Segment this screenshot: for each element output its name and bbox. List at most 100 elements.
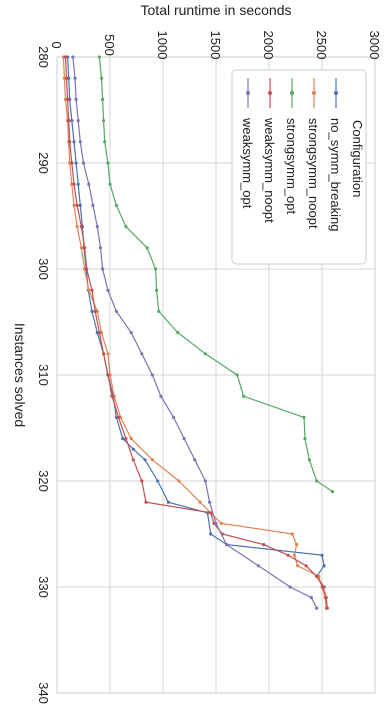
data-point [90,309,94,313]
y-tick-label: 1000 [155,31,170,60]
data-point [83,246,87,250]
data-point [198,500,202,504]
data-point [72,203,76,207]
data-point [172,415,176,419]
legend-box [231,69,367,265]
data-point [219,521,223,526]
x-tick-label: 330 [36,576,51,598]
y-tick-label: 2000 [261,31,276,60]
x-tick-label: 310 [36,364,51,386]
x-tick-label: 300 [36,258,51,280]
plot-frame [56,56,376,694]
data-point [97,331,101,335]
data-point [91,203,95,207]
data-point [101,97,105,101]
data-point [78,140,82,144]
data-point [302,415,306,419]
data-point [97,55,101,59]
data-point [116,415,121,419]
data-point [235,373,239,377]
data-point [166,500,170,504]
x-tick-label: 290 [36,152,51,174]
x-axis-title: Instances solved [12,323,28,427]
data-point [177,479,181,483]
data-point [159,394,163,398]
data-point [309,596,313,600]
data-point [70,182,74,186]
data-point [102,352,106,356]
data-point [108,182,112,186]
data-point [140,479,144,483]
data-point [72,182,76,186]
data-point [242,394,246,398]
data-point [103,140,107,144]
data-point [143,458,147,462]
data-point [93,309,97,313]
data-point [307,458,311,462]
data-point [66,97,70,101]
data-point [288,585,292,589]
data-point [315,606,319,610]
series-line [64,56,328,609]
data-point [67,119,71,123]
data-point [203,479,207,483]
legend-label: weaksymm_opt [240,117,255,209]
data-point [155,288,159,292]
data-point [193,458,197,462]
data-point [110,394,114,398]
data-point [296,564,300,568]
data-point [106,288,110,292]
data-point [203,352,207,356]
data-point [225,543,229,547]
legend-swatch-marker [334,91,338,95]
data-point [102,119,106,123]
data-point [129,437,133,441]
legend: Configuration no_symm_breaking strongsymm… [231,69,367,265]
data-point [150,373,154,377]
data-point [70,161,74,165]
data-point [75,225,79,229]
data-point [78,203,82,207]
data-point [320,553,324,557]
data-point [315,574,319,579]
y-tick-label: 3000 [367,31,382,60]
data-point [75,203,79,207]
data-point [74,161,78,165]
data-point [114,203,118,207]
data-point [99,76,104,80]
legend-swatch-marker [312,91,316,95]
data-point [114,309,118,313]
data-point [295,543,299,547]
data-point [214,521,218,526]
data-point [315,479,319,483]
data-point [150,458,154,462]
data-point [73,76,77,80]
data-point [290,532,294,536]
x-tick-label: 320 [36,470,51,492]
data-point [68,140,72,144]
series-line [72,56,318,609]
data-point [101,267,105,271]
data-point [121,437,125,441]
data-point [90,288,94,292]
data-point [209,511,213,515]
data-point [87,182,91,186]
tick-labels: 280 290 300 310 320 330 340 0 500 1000 1500 2000 250… [36,31,382,704]
legend-items: no_symm_breaking strongsymm_noopt strongsy… [240,78,343,231]
data-point [156,479,160,483]
series-weaksymm_opt [71,55,319,610]
data-point [64,76,69,80]
y-tick-label: 2500 [314,31,329,60]
data-point [262,543,266,547]
data-point [85,267,89,271]
data-point [71,55,75,59]
data-point [124,225,128,229]
data-point [76,182,80,186]
data-point [131,447,135,451]
data-point [303,437,307,441]
series-strongsymm_noopt [61,55,328,610]
legend-swatch-marker [246,91,250,95]
data-point [145,246,149,250]
data-point [106,373,110,377]
legend-label: strongsymm_noopt [306,118,321,229]
